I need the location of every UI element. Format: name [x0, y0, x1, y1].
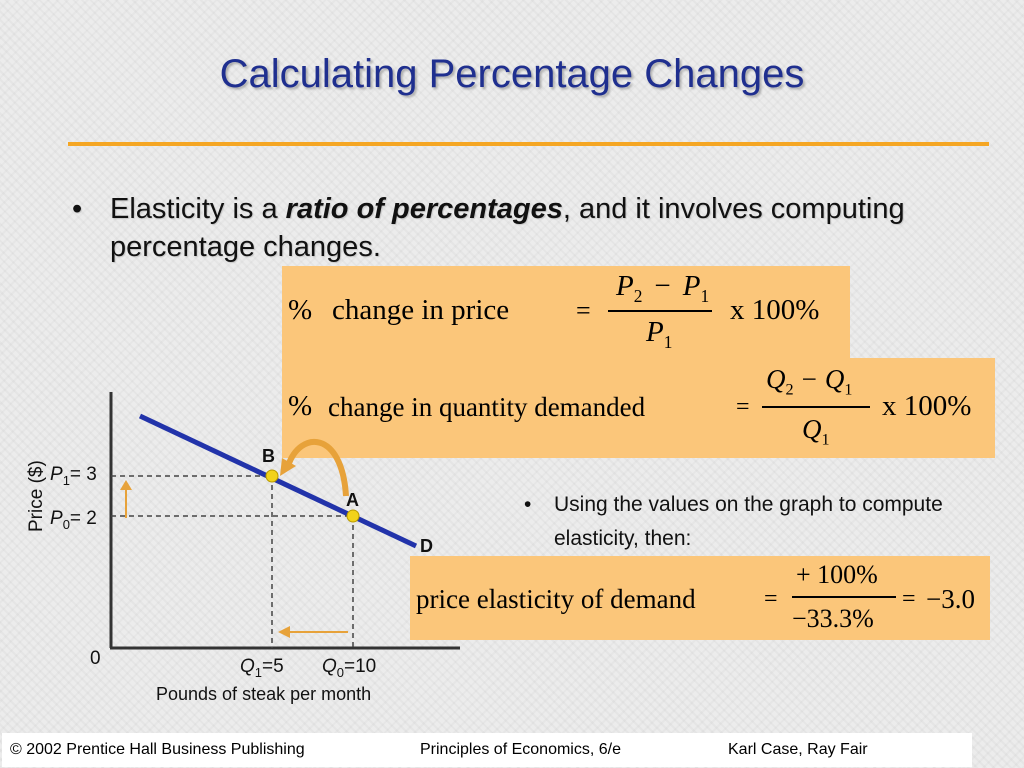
bullet-elasticity: • Elasticity is a ratio of percentages, … — [72, 190, 952, 266]
bullet-dot: • — [72, 193, 83, 225]
equals-sign-2: = — [902, 586, 916, 612]
times-100: x 100% — [730, 294, 820, 326]
result-value: −3.0 — [926, 584, 975, 614]
footer-authors: Karl Case, Ray Fair — [728, 741, 868, 758]
price-change-formula: % change in price = P2− P1 P1 x 100% — [282, 266, 850, 360]
times-100: x 100% — [882, 390, 972, 422]
demand-curve — [138, 413, 418, 549]
denominator: Q1 — [802, 414, 830, 449]
x-axis-label: Pounds of steak per month — [156, 684, 371, 704]
quantity-change-formula: % change in quantity demanded = Q2− Q1 Q1… — [282, 358, 995, 458]
p1-tick-label: P1= 3 — [50, 464, 97, 488]
percent-sign: % — [288, 390, 313, 422]
demand-curve-label: D — [420, 536, 433, 556]
title-divider — [68, 142, 989, 146]
demand-graph: B A D 0 Price ($) Pounds of steak per mo… — [26, 392, 460, 704]
fraction-bar — [792, 596, 896, 598]
footer-book-title: Principles of Economics, 6/e — [420, 741, 621, 758]
point-a-label: A — [346, 490, 359, 510]
numerator: Q2− Q1 — [766, 364, 853, 399]
bullet-text: Elasticity is a ratio of percentages, an… — [110, 190, 952, 266]
bullet-text: Using the values on the graph to compute… — [554, 493, 943, 550]
slide-title: Calculating Percentage Changes — [219, 52, 805, 96]
point-b — [265, 469, 279, 483]
quantity-left-arrowhead — [278, 626, 290, 638]
bullet-dot: • — [524, 493, 532, 516]
denominator: −33.3% — [792, 604, 874, 633]
movement-arrowhead — [280, 458, 296, 476]
origin-label: 0 — [90, 648, 101, 669]
bullet-text-start: Elasticity is a — [110, 193, 286, 225]
fraction-bar — [762, 406, 870, 408]
equals-sign: = — [764, 586, 778, 612]
formula-label: change in quantity demanded — [328, 392, 646, 422]
y-axis-label: Price ($) — [26, 460, 47, 532]
formula-label: change in price — [332, 294, 510, 326]
slide-footer: © 2002 Prentice Hall Business Publishing… — [2, 733, 972, 767]
q1-tick-label: Q1=5 — [240, 656, 284, 680]
numerator: + 100% — [796, 560, 878, 589]
footer-copyright: © 2002 Prentice Hall Business Publishing — [10, 741, 305, 758]
denominator: P1 — [646, 316, 673, 352]
movement-arrow — [285, 439, 349, 497]
bullet-using-values: • Using the values on the graph to compu… — [524, 488, 974, 556]
formula-label: price elasticity of demand — [416, 584, 696, 614]
equals-sign: = — [576, 296, 591, 325]
price-up-arrowhead — [120, 480, 132, 490]
bullet-text-end: , and it involves computing percentage c… — [110, 193, 905, 263]
numerator: P2− P1 — [616, 270, 710, 306]
bullet-emphasis: ratio of percentages — [285, 193, 563, 225]
equals-sign: = — [736, 394, 750, 420]
point-a — [346, 509, 360, 523]
point-b-label: B — [262, 446, 275, 466]
q0-tick-label: Q0=10 — [322, 656, 376, 680]
p0-tick-label: P0= 2 — [50, 508, 97, 532]
fraction-bar — [608, 310, 712, 312]
percent-sign: % — [288, 294, 313, 326]
elasticity-formula: price elasticity of demand = + 100% −33.… — [410, 556, 990, 640]
